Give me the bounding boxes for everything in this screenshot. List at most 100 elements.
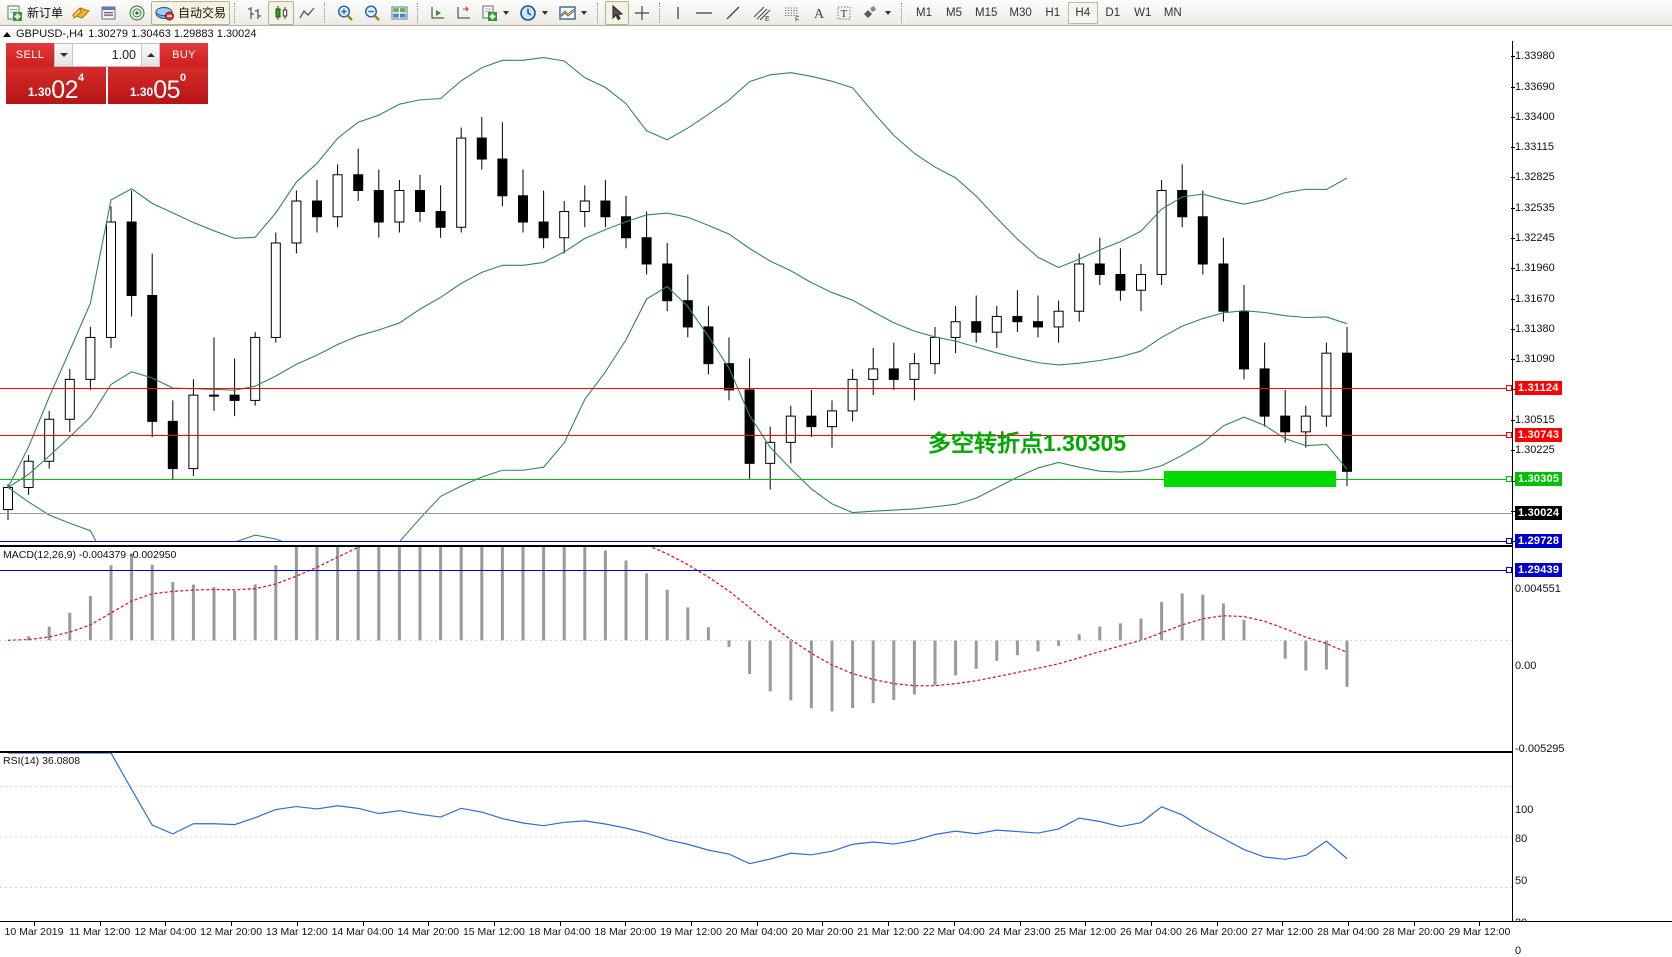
data-window-icon	[99, 4, 119, 22]
resistance-line-2[interactable]	[0, 432, 1512, 438]
zoom-out-button[interactable]	[359, 1, 386, 25]
timeframe-m15[interactable]: M15	[975, 6, 998, 19]
navigator-button[interactable]	[123, 1, 151, 25]
data-window-button[interactable]	[95, 1, 123, 25]
line-handle[interactable]	[1506, 476, 1512, 482]
templates-button[interactable]	[554, 1, 593, 25]
zoom-in-button[interactable]	[332, 1, 359, 25]
price-level-label-last-price[interactable]: 1.30024	[1515, 506, 1563, 520]
equidistant-channel-button[interactable]: E	[747, 1, 777, 25]
buy-price-display[interactable]: 1.30 05 0	[108, 67, 208, 104]
sell-button[interactable]: SELL	[6, 43, 54, 67]
timeframe-mn[interactable]: MN	[1163, 6, 1182, 19]
timeframe-m1[interactable]: M1	[916, 6, 933, 19]
horizontal-line-button[interactable]	[689, 1, 719, 25]
ohlc-values: 1.30279 1.30463 1.29883 1.30024	[88, 28, 257, 40]
line-handle[interactable]	[1506, 432, 1512, 438]
support-line-2[interactable]	[0, 567, 1512, 573]
time-axis-tick: 18 Mar 20:00	[594, 926, 657, 938]
sell-price-display[interactable]: 1.30 02 4	[6, 67, 106, 104]
volume-stepper[interactable]: 1.00	[54, 43, 160, 67]
line-handle[interactable]	[1506, 385, 1512, 391]
timeframe-m30[interactable]: M30	[1009, 6, 1032, 19]
indicators-icon	[481, 4, 499, 22]
rsi-pane[interactable]: RSI(14) 36.0808	[0, 751, 1512, 921]
macd-pane[interactable]: MACD(12,26,9) -0.004379 -0.002950	[0, 545, 1512, 749]
zoom-in-icon	[336, 4, 355, 22]
pivot-line[interactable]	[0, 476, 1512, 482]
time-axis[interactable]: 10 Mar 2019 11 Mar 12:00 12 Mar 04:00 12 Ma…	[0, 921, 1672, 945]
price-axis-tick: 1.32535	[1511, 202, 1555, 214]
periods-button[interactable]	[515, 1, 554, 25]
text-label-button[interactable]: T	[831, 1, 857, 25]
time-axis-tick: 28 Mar 20:00	[1382, 926, 1445, 938]
line-chart-button[interactable]	[294, 1, 320, 25]
cursor-button[interactable]	[605, 0, 630, 25]
axis-tick-mark	[1511, 419, 1515, 421]
periods-dropdown-caret[interactable]	[542, 10, 549, 15]
indicators-button[interactable]	[477, 1, 515, 25]
navigator-icon	[127, 4, 147, 22]
resistance-line-1[interactable]	[0, 385, 1512, 391]
autotrading-icon	[155, 4, 175, 22]
vertical-line-button[interactable]	[667, 1, 689, 25]
symbol-label: GBPUSD-,H4	[16, 28, 84, 40]
collapse-triangle-icon[interactable]	[3, 31, 11, 37]
timeframe-h1[interactable]: H1	[1045, 6, 1061, 19]
timeframe-w1[interactable]: W1	[1134, 6, 1152, 19]
last-price-line	[0, 513, 1512, 514]
price-axis[interactable]: 1.33980 1.33690 1.33400 1.33115 1.32825 1.325…	[1511, 41, 1672, 957]
auto-scroll-button[interactable]	[425, 1, 451, 25]
cursor-icon	[609, 4, 625, 22]
time-axis-tick: 19 Mar 12:00	[660, 926, 722, 938]
trendline-button[interactable]	[719, 1, 747, 25]
buy-button[interactable]: BUY	[160, 43, 208, 67]
support-line-1[interactable]	[0, 538, 1512, 544]
candlestick-chart-button[interactable]	[268, 0, 295, 25]
trade-panel-prices: 1.30 02 4 1.30 05 0	[6, 67, 208, 104]
price-axis-tick: 1.30225	[1511, 444, 1555, 456]
new-order-button[interactable]: 新订单	[2, 1, 67, 25]
crosshair-button[interactable]	[629, 1, 655, 25]
autotrading-button[interactable]: 自动交易	[151, 0, 231, 25]
grid-button[interactable]	[386, 1, 413, 25]
volume-increase-button[interactable]	[141, 44, 159, 66]
indicators-dropdown-caret[interactable]	[503, 10, 510, 15]
one-click-trading-panel[interactable]: SELL 1.00 BUY 1.30 02 4 1.30 05 0	[6, 43, 208, 104]
time-axis-tick-mark	[1019, 922, 1021, 926]
price-level-label-support[interactable]: 1.29728	[1515, 534, 1563, 548]
price-level-label-resistance[interactable]: 1.31124	[1515, 381, 1562, 395]
buy-price-sup: 0	[180, 72, 187, 84]
line-handle[interactable]	[1506, 567, 1512, 573]
axis-tick-mark	[1511, 207, 1515, 209]
price-level-label-resistance[interactable]: 1.30743	[1515, 428, 1563, 442]
annotation-text: 多空转折点1.30305	[928, 430, 1127, 456]
price-axis-tick: 1.31960	[1511, 262, 1555, 274]
volume-decrease-button[interactable]	[55, 44, 73, 66]
shapes-dropdown-caret[interactable]	[885, 10, 892, 15]
shapes-button[interactable]	[857, 1, 897, 25]
chart-shift-button[interactable]	[451, 1, 477, 25]
axis-tick-mark	[1511, 480, 1515, 482]
time-axis-tick: 14 Mar 04:00	[331, 926, 394, 938]
axis-tick-mark	[1511, 450, 1515, 452]
time-axis-tick: 12 Mar 04:00	[134, 926, 197, 938]
price-axis-tick: 1.33980	[1511, 50, 1555, 62]
timeframe-d1[interactable]: D1	[1105, 6, 1121, 19]
templates-icon	[558, 4, 577, 22]
expert-advisor-button[interactable]	[67, 1, 95, 25]
price-level-label-support[interactable]: 1.29439	[1515, 563, 1563, 577]
fibonacci-button[interactable]: F	[777, 1, 807, 25]
autotrading-label: 自动交易	[178, 6, 227, 20]
timeframe-h4[interactable]: H4	[1067, 1, 1098, 24]
volume-value[interactable]: 1.00	[111, 48, 136, 62]
price-level-label-pivot[interactable]: 1.30305	[1515, 472, 1563, 486]
templates-dropdown-caret[interactable]	[581, 10, 588, 15]
time-axis-tick: 12 Mar 20:00	[200, 926, 263, 938]
timeframe-m5[interactable]: M5	[946, 6, 963, 19]
bar-chart-button[interactable]	[242, 1, 268, 25]
time-axis-tick-mark	[822, 922, 824, 926]
text-button[interactable]: A	[807, 1, 831, 25]
price-chart-pane[interactable]: 多空转折点1.30305	[0, 41, 1512, 544]
line-handle[interactable]	[1506, 538, 1512, 544]
